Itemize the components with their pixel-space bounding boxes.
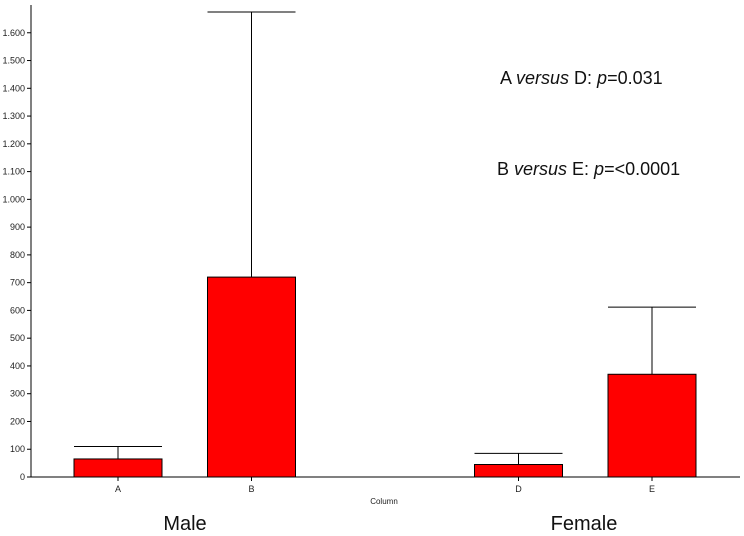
- labels-layer: 0 100 200 300 400 500 600 700 800 900 1.000 1.100 1.…: [2, 28, 680, 535]
- bar-e: [607, 373, 697, 478]
- annotation-part: A: [500, 68, 516, 88]
- y-tick-label: 1.500: [2, 56, 25, 66]
- group-label-male: Male: [163, 513, 206, 535]
- x-tick-label: A: [115, 484, 121, 494]
- p-value-annotation: A versus D: p=0.031: [500, 68, 663, 88]
- y-tick-label: 0: [20, 472, 25, 482]
- y-tick-label: 1.400: [2, 83, 25, 93]
- x-axis-title: Column: [370, 497, 398, 506]
- annotation-part: E:: [567, 159, 594, 179]
- y-tick-label: 900: [10, 222, 25, 232]
- p-value-annotation: B versus E: p=<0.0001: [497, 159, 680, 179]
- bar-d: [474, 464, 563, 478]
- x-tick-label: B: [248, 484, 254, 494]
- y-tick-label: 200: [10, 416, 25, 426]
- x-tick-label: D: [515, 484, 522, 494]
- group-label-female: Female: [551, 513, 618, 535]
- y-tick-label: 1.200: [2, 139, 25, 149]
- bar-a: [73, 458, 163, 478]
- y-tick-label: 100: [10, 444, 25, 454]
- y-tick-label: 700: [10, 278, 25, 288]
- y-tick-label: 1.000: [2, 194, 25, 204]
- annotation-part: B: [497, 159, 514, 179]
- annotation-part: versus: [516, 68, 569, 88]
- annotation-part: p: [593, 159, 604, 179]
- annotation-part: versus: [514, 159, 567, 179]
- y-tick-label: 800: [10, 250, 25, 260]
- annotation-part: p: [596, 68, 607, 88]
- y-tick-label: 500: [10, 333, 25, 343]
- annotation-part: D:: [569, 68, 597, 88]
- y-tick-label: 1.300: [2, 111, 25, 121]
- annotation-part: =0.031: [607, 68, 663, 88]
- bar-b: [207, 276, 296, 478]
- annotation-part: =<0.0001: [604, 159, 680, 179]
- y-tick-label: 600: [10, 305, 25, 315]
- x-tick-label: E: [649, 484, 655, 494]
- y-tick-label: 300: [10, 389, 25, 399]
- y-tick-label: 1.100: [2, 167, 25, 177]
- y-tick-label: 400: [10, 361, 25, 371]
- bars-layer: [73, 11, 697, 478]
- y-tick-label: 1.600: [2, 28, 25, 38]
